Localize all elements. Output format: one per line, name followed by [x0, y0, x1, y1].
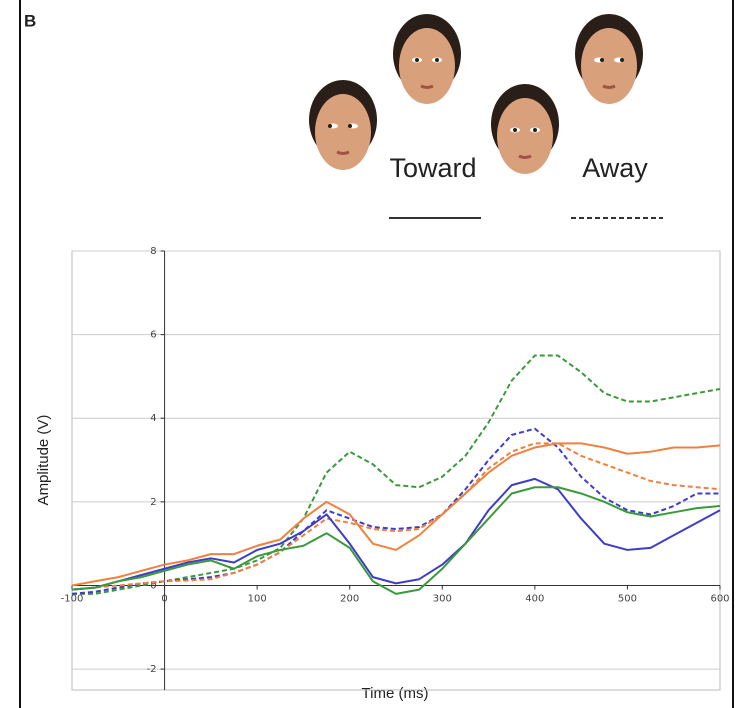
y-tick-label: 4	[150, 413, 156, 424]
x-axis-title: Time (ms)	[362, 685, 429, 702]
x-tick-label: 300	[433, 593, 452, 604]
y-axis-title: Amplitude (V)	[35, 415, 52, 506]
y-tick-label: 2	[150, 497, 156, 508]
face	[575, 14, 643, 104]
y-tick-label: 8	[150, 246, 156, 257]
legend-label: Toward	[389, 153, 476, 183]
x-tick-label: 200	[340, 593, 359, 604]
face	[491, 84, 559, 174]
panel-label: B	[24, 11, 36, 30]
data-line	[71, 427, 720, 595]
data-line	[71, 477, 721, 591]
data-line	[71, 442, 721, 591]
x-tick-label: -100	[61, 593, 84, 604]
y-tick-label: 6	[150, 330, 156, 341]
data-line	[71, 442, 721, 587]
x-tick-label: 500	[618, 593, 637, 604]
data-line	[72, 354, 721, 595]
x-tick-label: 600	[710, 593, 729, 604]
x-tick-label: 100	[248, 593, 267, 604]
y-tick-label: -2	[147, 664, 157, 675]
data-line	[71, 486, 721, 595]
x-tick-label: 400	[525, 593, 544, 604]
legend-label: Away	[582, 153, 648, 183]
face	[309, 80, 377, 170]
face	[393, 14, 461, 104]
